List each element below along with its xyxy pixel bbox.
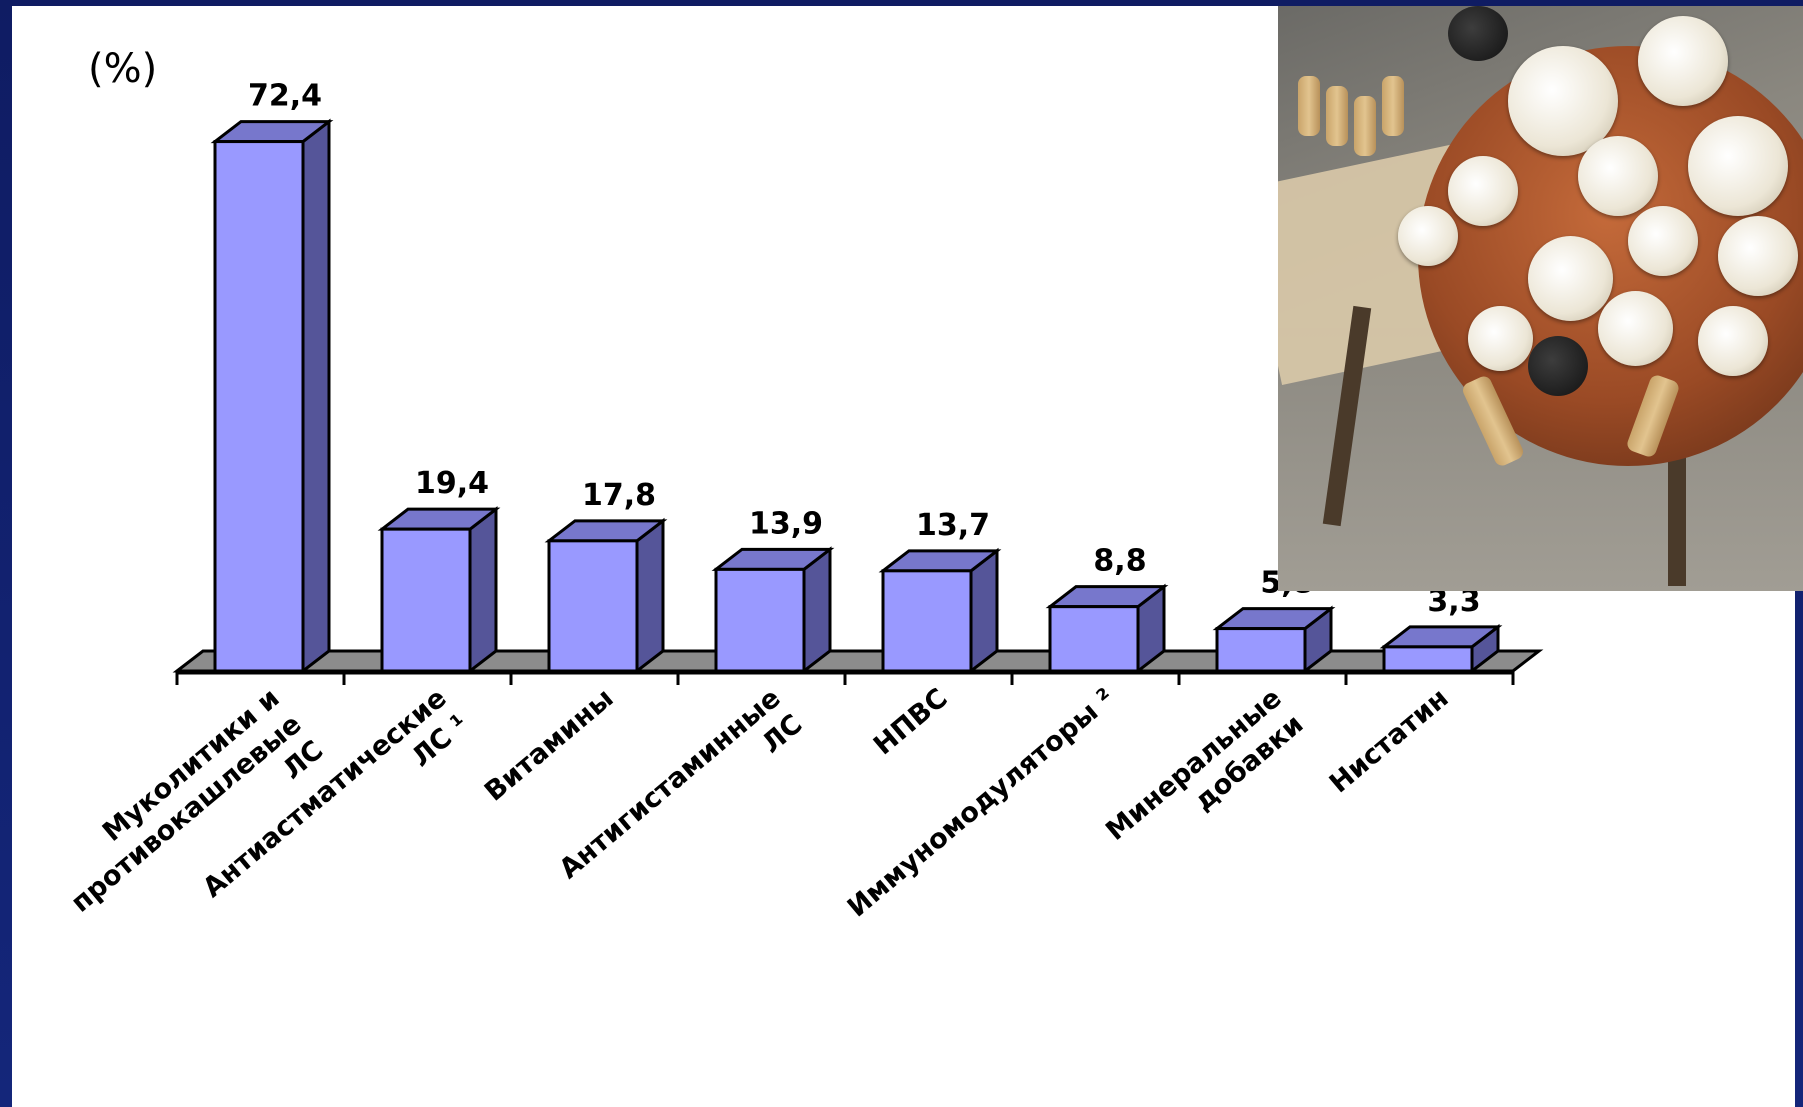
x-tick-label: Нистатин bbox=[1324, 683, 1455, 800]
photo-tube bbox=[1382, 76, 1404, 136]
bar-side bbox=[301, 118, 331, 675]
photo-tube bbox=[1326, 86, 1348, 146]
photo-cup bbox=[1578, 136, 1658, 216]
bar bbox=[547, 539, 639, 673]
x-tick-label: Минеральныедобавки bbox=[1100, 683, 1309, 873]
photo-cup bbox=[1698, 306, 1768, 376]
x-tick-label: НПВС bbox=[868, 683, 953, 762]
x-tick-label: Витамины bbox=[479, 683, 620, 808]
bar bbox=[1215, 627, 1307, 673]
bar-side bbox=[468, 506, 498, 675]
photo-image bbox=[1278, 6, 1803, 591]
bar-side bbox=[635, 517, 665, 675]
photo-cup bbox=[1448, 156, 1518, 226]
data-label: 8,8 bbox=[1093, 544, 1146, 579]
photo-cup bbox=[1508, 46, 1618, 156]
bar bbox=[714, 567, 806, 673]
photo-cup bbox=[1688, 116, 1788, 216]
photo-cup bbox=[1638, 16, 1728, 106]
photo-cup bbox=[1718, 216, 1798, 296]
data-label: 17,8 bbox=[582, 478, 656, 513]
photo-bottle bbox=[1448, 6, 1508, 61]
photo-bottle bbox=[1528, 336, 1588, 396]
x-tick-label-line: Иммуномодуляторы ² bbox=[842, 683, 1121, 924]
photo-cup bbox=[1528, 236, 1613, 321]
data-label: 13,9 bbox=[749, 506, 823, 541]
photo-tube bbox=[1298, 76, 1320, 136]
y-unit-label: (%) bbox=[88, 46, 158, 92]
bar bbox=[213, 140, 305, 673]
x-tick-label-line: противокашлевые bbox=[65, 709, 307, 919]
photo-cup bbox=[1468, 306, 1533, 371]
photo-cup bbox=[1628, 206, 1698, 276]
photo-table-leg bbox=[1668, 436, 1686, 586]
data-label: 13,7 bbox=[916, 508, 990, 543]
x-tick-label-line: Нистатин bbox=[1324, 683, 1455, 800]
photo-tube bbox=[1354, 96, 1376, 156]
x-tick-label: Иммуномодуляторы ² bbox=[842, 683, 1121, 924]
bar bbox=[1048, 605, 1140, 673]
photo-cup bbox=[1598, 291, 1673, 366]
bar bbox=[1382, 645, 1474, 673]
data-label: 72,4 bbox=[248, 79, 322, 114]
bar bbox=[380, 527, 472, 673]
x-tick-label-line: НПВС bbox=[868, 683, 953, 762]
photo-cup bbox=[1398, 206, 1458, 266]
bar bbox=[881, 569, 973, 673]
data-label: 19,4 bbox=[415, 466, 489, 501]
x-tick-label-line: Витамины bbox=[479, 683, 620, 808]
